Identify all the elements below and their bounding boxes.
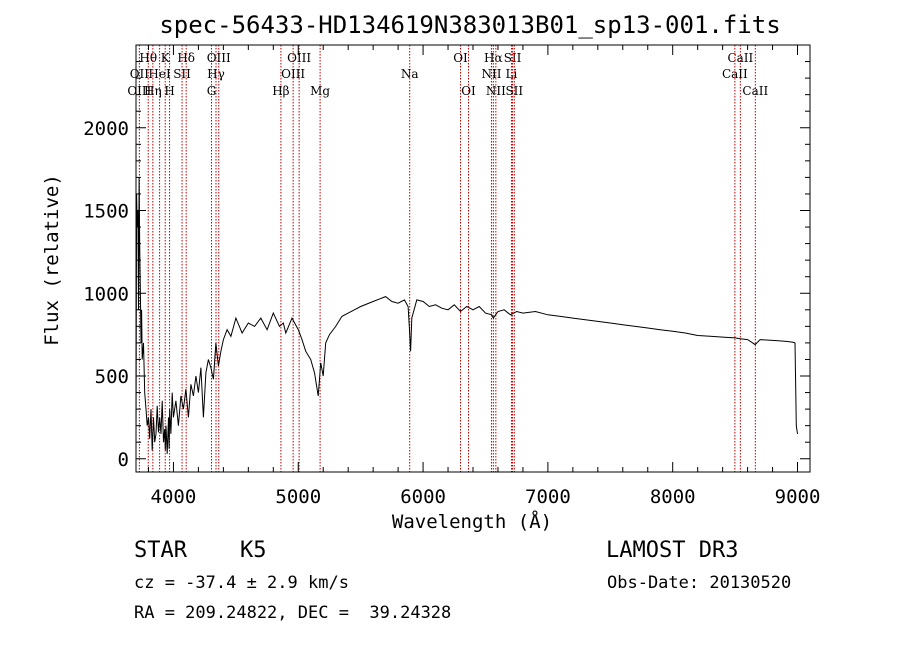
line-marker-label: K <box>161 51 171 65</box>
line-marker-label: Hδ <box>177 51 195 65</box>
line-marker-label: NII <box>486 84 506 98</box>
line-marker-label: OII <box>130 67 150 81</box>
line-marker-label: OIII <box>281 67 305 81</box>
line-marker-label: Hβ <box>272 84 289 98</box>
x-tick-label: 8000 <box>650 486 696 508</box>
line-marker-label: CaII <box>727 51 753 65</box>
object-subclass: K5 <box>240 538 267 563</box>
x-tick-label: 5000 <box>275 486 321 508</box>
coordinates: RA = 209.24822, DEC = 39.24328 <box>134 603 452 623</box>
x-tick-label: 9000 <box>775 486 821 508</box>
plot-frame <box>135 44 811 473</box>
x-axis-label: Wavelength (Å) <box>392 510 552 533</box>
x-tick-label: 6000 <box>400 486 446 508</box>
line-marker-label: HeI <box>148 67 171 81</box>
line-marker-label: Hγ <box>207 67 225 81</box>
line-marker-label: CaII <box>742 84 768 98</box>
line-marker-label: OI <box>461 84 476 98</box>
y-tick-label: 0 <box>118 449 129 471</box>
object-class: STAR <box>134 538 187 563</box>
line-marker-label: SII <box>505 84 523 98</box>
axis-ticks: 4000 5000 6000 7000 8000 9000 0 500 1000 1500 2000 <box>83 45 820 508</box>
line-marker-label: Na <box>401 67 419 81</box>
line-marker-label: CaII <box>722 67 748 81</box>
y-tick-label: 500 <box>95 366 129 388</box>
observation-date: Obs-Date: 20130520 <box>607 573 792 593</box>
emission-line-markers: Hθ OII OIII K HeI Hη Hδ SII H OIII Hγ G OIII OIII Hβ Mg… <box>127 45 768 472</box>
line-marker-label: Hα <box>484 51 503 65</box>
line-marker-label: Hθ <box>139 51 157 65</box>
line-marker-label: OIII <box>127 84 151 98</box>
x-tick-label: 7000 <box>525 486 571 508</box>
survey-name: LAMOST DR3 <box>606 538 739 563</box>
line-marker-label: H <box>164 84 174 98</box>
line-marker-label: SII <box>173 67 191 81</box>
line-marker-label: G <box>207 84 217 98</box>
y-tick-label: 1000 <box>83 283 129 305</box>
line-marker-label: Mg <box>310 84 330 98</box>
x-tick-label: 4000 <box>151 486 197 508</box>
line-marker-label: OIII <box>207 51 231 65</box>
chart-title: spec-56433-HD134619N383013B01_sp13-001.f… <box>159 11 780 39</box>
line-marker-label: OIII <box>287 51 311 65</box>
spectrum-line <box>135 177 798 454</box>
line-marker-label: NII <box>481 67 501 81</box>
line-marker-label: Li <box>506 67 518 81</box>
line-marker-label: SII <box>504 51 522 65</box>
y-axis-label: Flux (relative) <box>41 174 63 346</box>
y-tick-label: 1500 <box>83 201 129 223</box>
redshift-velocity: cz = -37.4 ± 2.9 km/s <box>134 573 349 593</box>
line-marker-label: OI <box>453 51 468 65</box>
y-tick-label: 2000 <box>83 118 129 140</box>
line-marker-label: Hη <box>144 84 162 98</box>
